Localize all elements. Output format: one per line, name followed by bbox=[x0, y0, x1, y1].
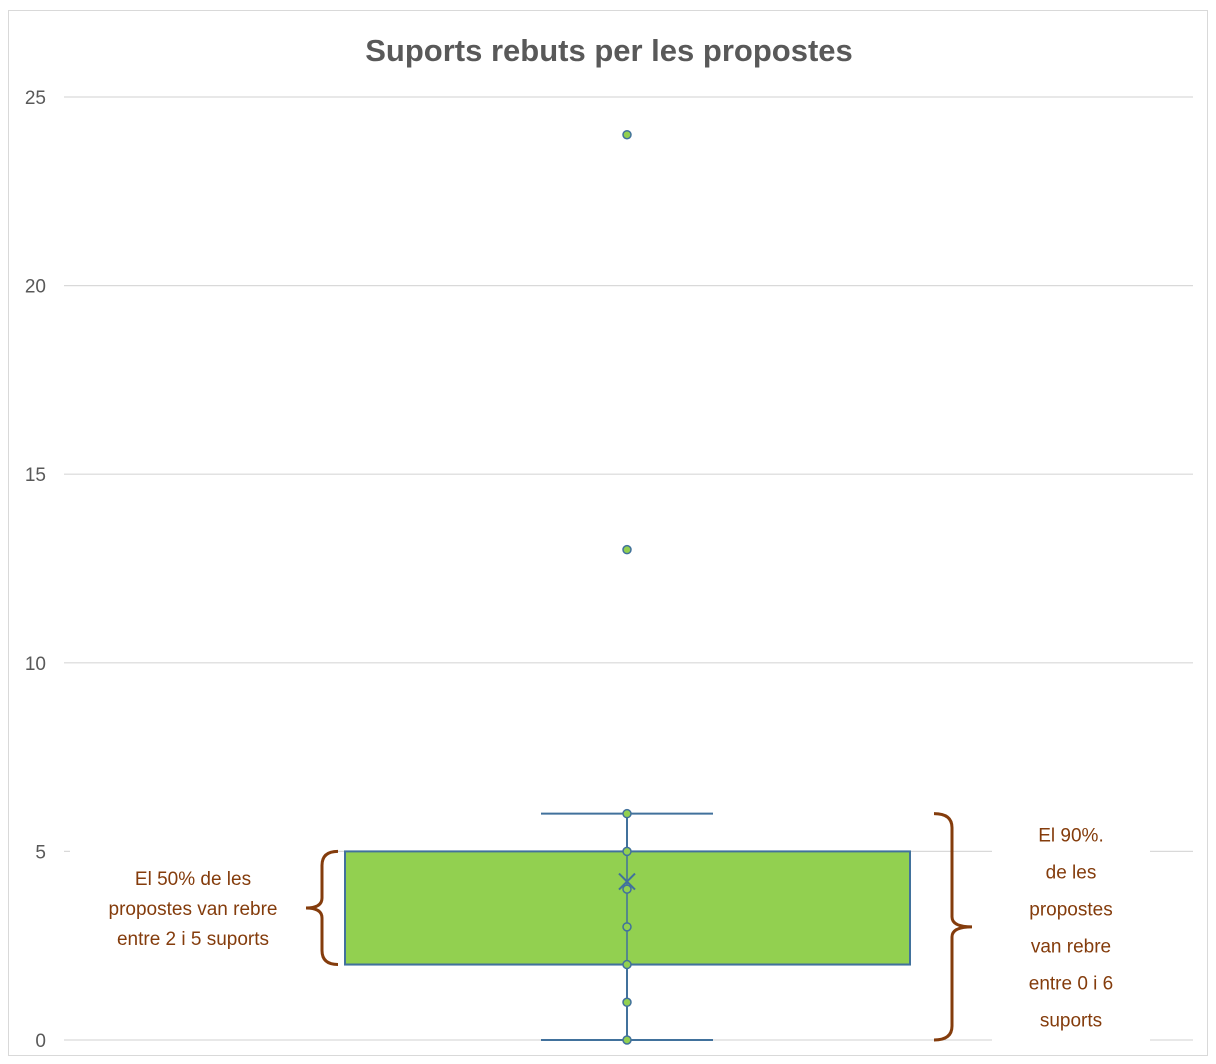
data-point bbox=[622, 1035, 632, 1045]
mean-marker bbox=[618, 872, 636, 891]
data-point bbox=[622, 959, 632, 970]
y-tick-label: 25 bbox=[25, 88, 46, 109]
chart-title: Suports rebuts per les propostes bbox=[365, 33, 853, 68]
y-tick-label: 5 bbox=[35, 842, 46, 863]
box-layer bbox=[344, 129, 911, 1045]
y-tick-label: 15 bbox=[25, 465, 46, 486]
data-point bbox=[622, 808, 632, 819]
annotation-left-line: propostes van rebre bbox=[109, 899, 278, 920]
y-tick-label: 10 bbox=[25, 654, 46, 675]
bracket-right bbox=[933, 812, 973, 1042]
y-tick-label: 20 bbox=[25, 277, 46, 298]
annotation-layer: El 50% de les propostes van rebre entre 2 … bbox=[70, 803, 1150, 1050]
data-point bbox=[622, 922, 632, 932]
annotation-right-line: propostes bbox=[1029, 899, 1112, 920]
data-point bbox=[622, 129, 632, 140]
data-point bbox=[622, 884, 632, 894]
annotation-box-left bbox=[70, 849, 332, 962]
annotation-left-line: entre 2 i 5 suports bbox=[117, 929, 269, 950]
data-point bbox=[622, 846, 632, 857]
annotation-right-line: de les bbox=[1046, 862, 1097, 883]
annotation-left-line: El 50% de les bbox=[135, 869, 251, 890]
data-point bbox=[622, 997, 632, 1008]
annotation-right-line: suports bbox=[1040, 1010, 1102, 1031]
y-axis-ticks: 0 5 10 15 20 25 bbox=[25, 88, 46, 1052]
annotation-right-line: entre 0 i 6 bbox=[1029, 973, 1114, 994]
y-tick-label: 0 bbox=[35, 1031, 46, 1052]
data-point bbox=[622, 544, 632, 555]
annotation-box-right bbox=[992, 803, 1150, 1050]
annotation-right-line: El 90%. bbox=[1038, 825, 1103, 846]
annotation-right-line: van rebre bbox=[1031, 936, 1111, 957]
bracket-left bbox=[305, 849, 339, 967]
